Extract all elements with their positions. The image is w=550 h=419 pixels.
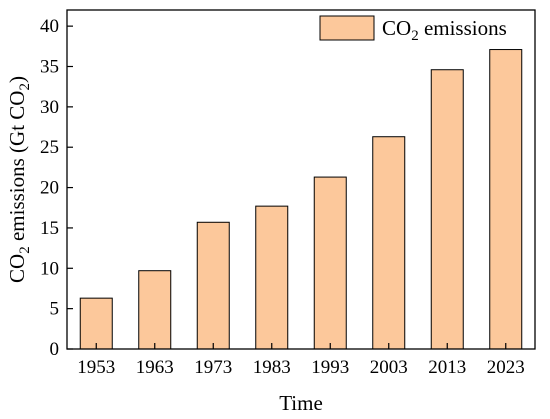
y-tick-label-25: 25 [40, 137, 59, 158]
x-tick-label-1973: 1973 [194, 357, 232, 378]
y-axis-label-suffix: ) [5, 76, 29, 83]
x-tick-label-1983: 1983 [253, 357, 291, 378]
legend-label-prefix: CO [382, 16, 411, 40]
legend-label-subscript: 2 [411, 28, 419, 44]
y-tick-label-15: 15 [40, 218, 59, 239]
x-axis-ticks: 1953 1963 1973 1983 1993 2003 2013 2023 [77, 343, 525, 378]
legend-label-suffix: emissions [419, 16, 507, 40]
bar-2023 [489, 49, 523, 350]
bar-1983 [255, 205, 289, 350]
bar-1963 [138, 270, 172, 350]
y-axis-label: CO2 emissions (Gt CO2) [5, 76, 33, 283]
bar-2013 [430, 69, 464, 350]
y-axis-label-sub1: 2 [17, 246, 33, 254]
bar-1993 [313, 176, 347, 350]
y-tick-label-10: 10 [40, 258, 59, 279]
x-tick-label-1953: 1953 [77, 357, 115, 378]
x-tick-label-2023: 2023 [487, 357, 525, 378]
y-tick-label-40: 40 [40, 16, 59, 37]
y-axis-label-middle: emissions (Gt CO [5, 91, 29, 247]
x-tick-label-1993: 1993 [311, 357, 349, 378]
y-tick-label-30: 30 [40, 97, 59, 118]
x-axis-label: Time [279, 391, 323, 415]
legend-label: CO2 emissions [382, 16, 507, 44]
y-tick-label-35: 35 [40, 57, 59, 78]
x-tick-label-1963: 1963 [136, 357, 174, 378]
y-axis-label-sub2: 2 [17, 83, 33, 91]
x-tick-label-2013: 2013 [428, 357, 466, 378]
bars-group [79, 49, 523, 350]
legend-swatch [319, 15, 375, 41]
x-tick-label-2003: 2003 [370, 357, 408, 378]
y-axis-ticks: 0 5 10 15 20 25 30 35 40 [40, 16, 73, 360]
legend: CO2 emissions [319, 15, 507, 44]
y-tick-label-0: 0 [50, 339, 60, 360]
plot-frame [66, 9, 536, 350]
bar-1953 [79, 297, 113, 350]
bar-1973 [196, 221, 230, 350]
y-tick-label-20: 20 [40, 178, 59, 199]
y-axis-label-prefix: CO [5, 254, 29, 283]
bar-2003 [372, 136, 406, 350]
y-tick-label-5: 5 [50, 299, 60, 320]
